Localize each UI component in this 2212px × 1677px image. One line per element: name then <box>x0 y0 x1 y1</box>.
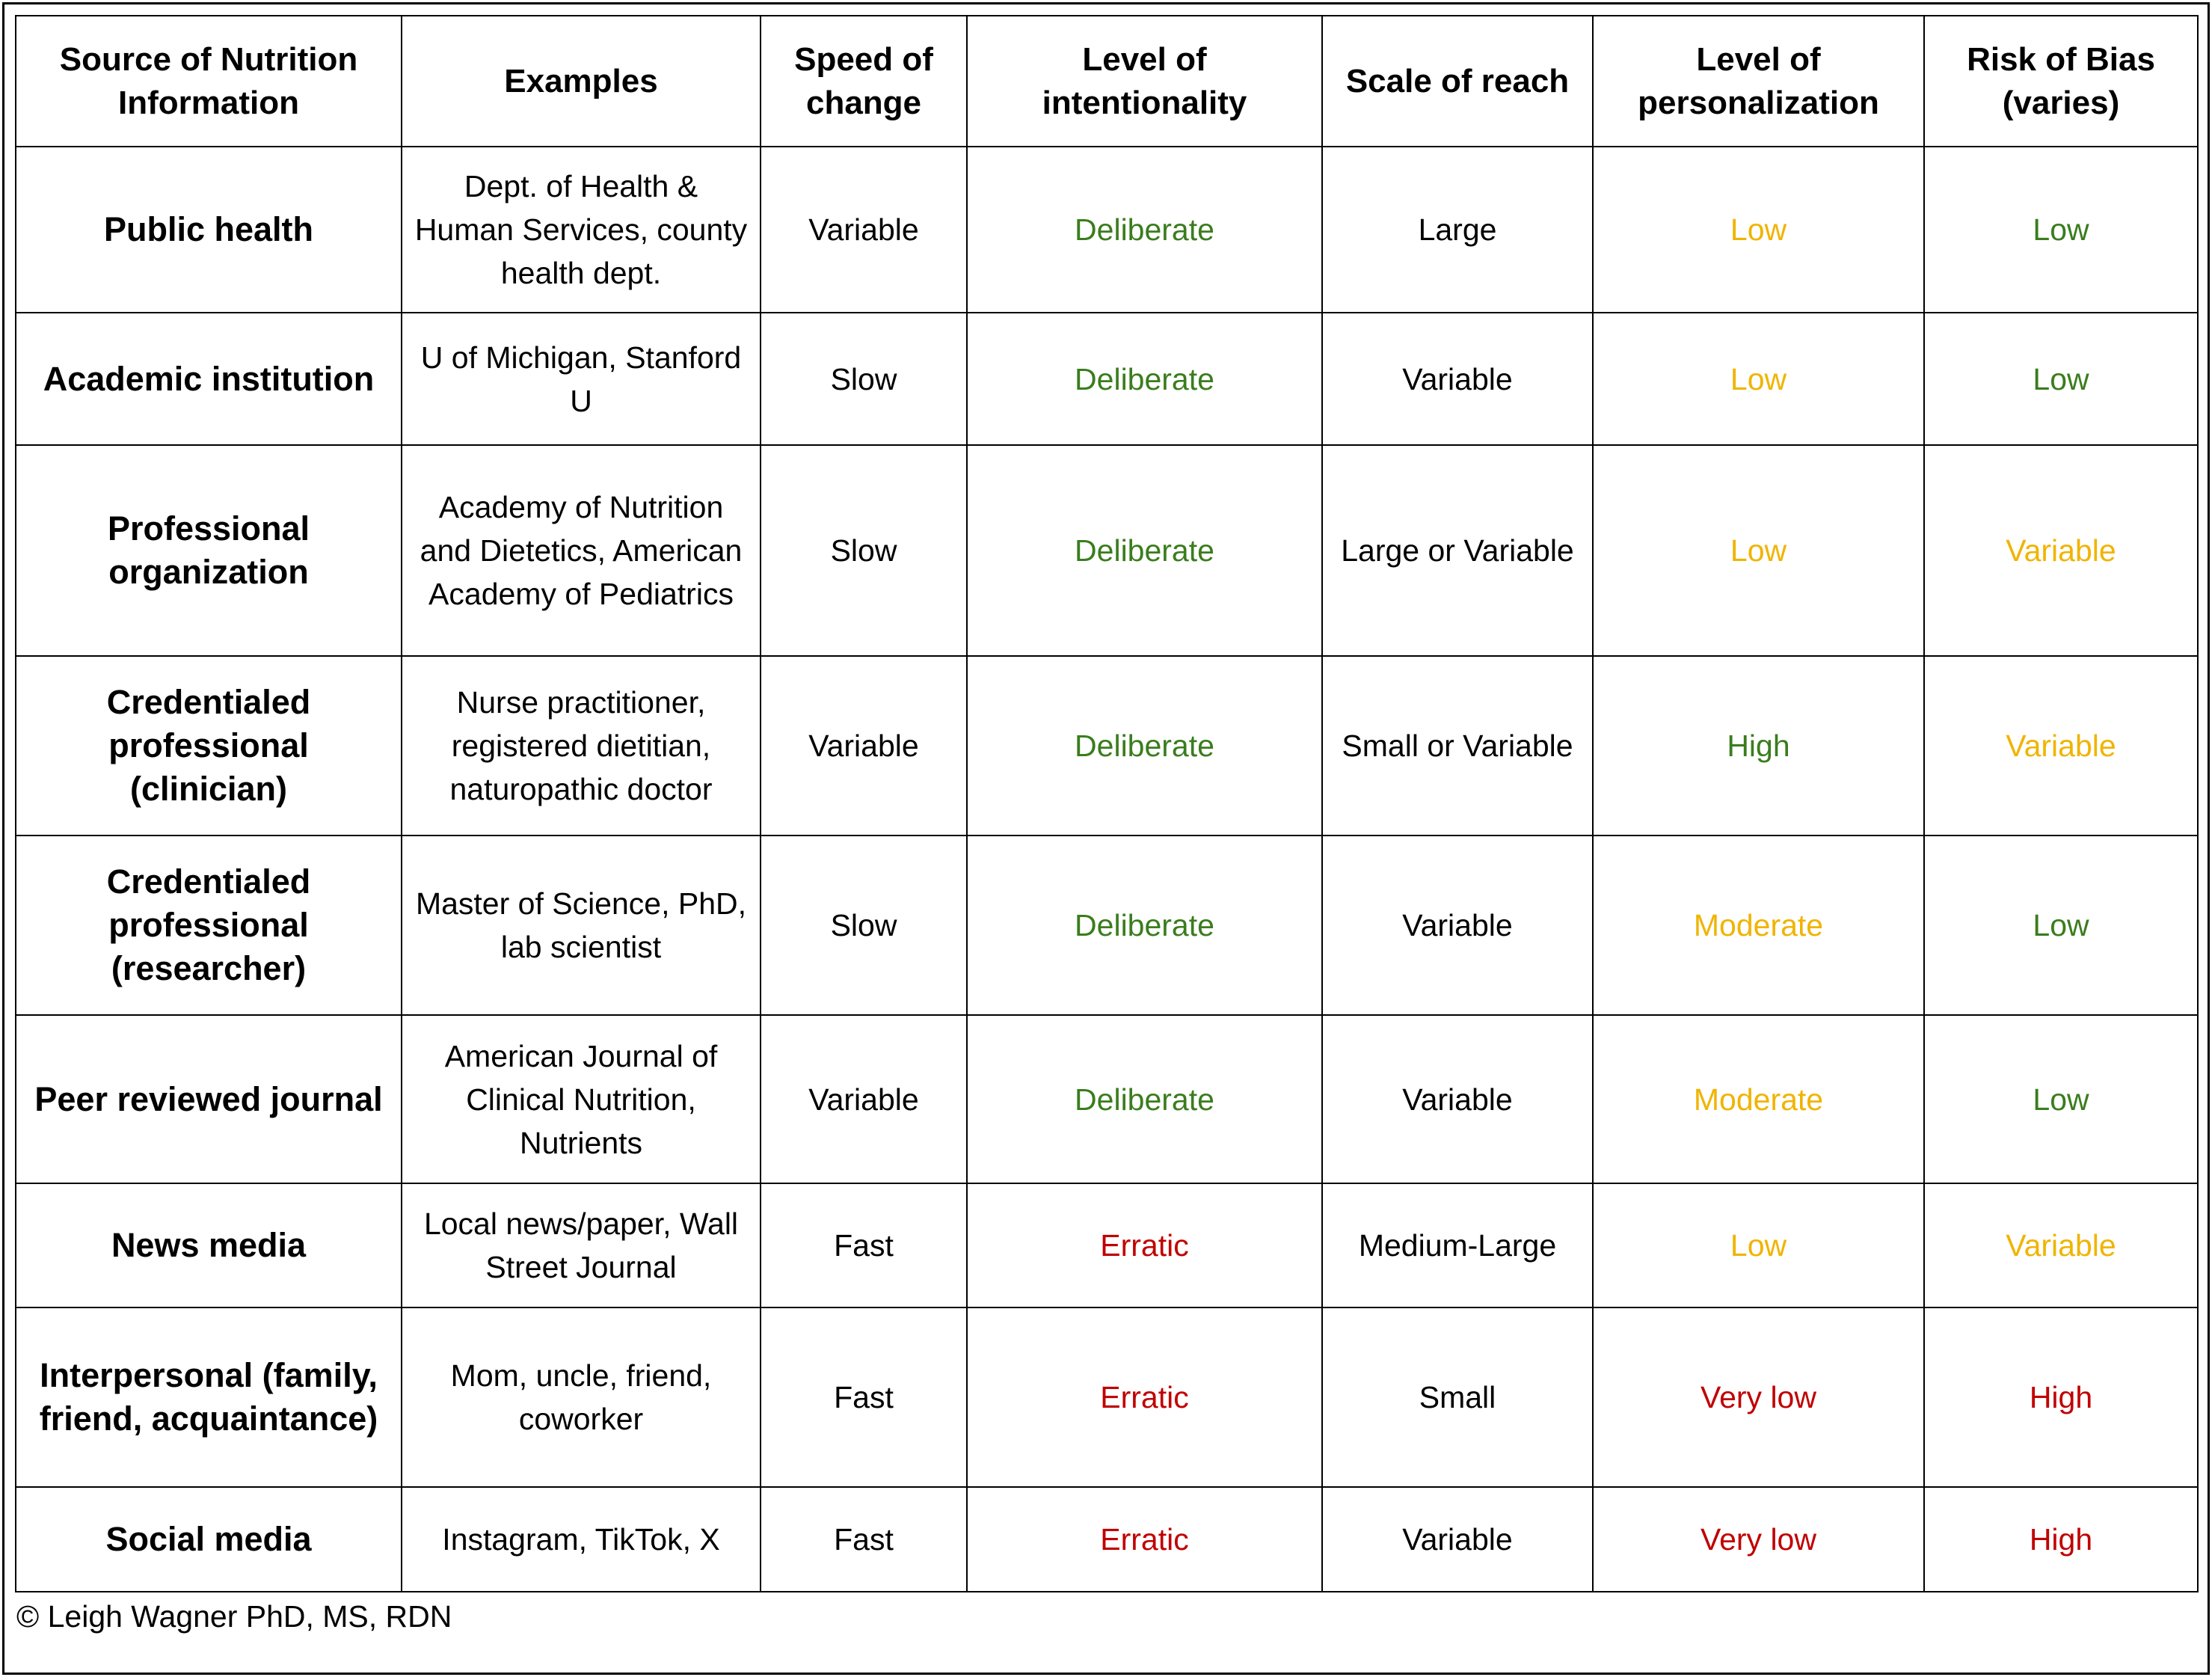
cell-intentionality: Erratic <box>966 1183 1323 1308</box>
table-row: Academic institution U of Michigan, Stanf… <box>15 312 2199 446</box>
cell-examples: American Journal of Clinical Nutrition, … <box>401 1014 761 1184</box>
cell-intentionality: Erratic <box>966 1307 1323 1488</box>
cell-personalization: High <box>1592 655 1925 836</box>
cell-intentionality: Deliberate <box>966 655 1323 836</box>
cell-source: Social media <box>15 1486 402 1592</box>
cell-bias: Variable <box>1923 444 2199 657</box>
cell-reach: Medium-Large <box>1321 1183 1594 1308</box>
cell-reach: Large <box>1321 146 1594 313</box>
cell-source: Interpersonal (family, friend, acquainta… <box>15 1307 402 1488</box>
cell-source: Public health <box>15 146 402 313</box>
cell-bias: Low <box>1923 1014 2199 1184</box>
cell-examples: Mom, uncle, friend, coworker <box>401 1307 761 1488</box>
cell-bias: Low <box>1923 146 2199 313</box>
cell-speed: Fast <box>760 1486 968 1592</box>
copyright-credit: © Leigh Wagner PhD, MS, RDN <box>16 1599 452 1634</box>
header-speed: Speed of change <box>760 15 968 147</box>
cell-examples: Instagram, TikTok, X <box>401 1486 761 1592</box>
table-row: Professional organization Academy of Nutr… <box>15 444 2199 657</box>
table-row: Social media Instagram, TikTok, X Fast Erra… <box>15 1486 2199 1592</box>
cell-source: Professional organization <box>15 444 402 657</box>
cell-personalization: Low <box>1592 146 1925 313</box>
cell-speed: Variable <box>760 655 968 836</box>
table-row: Public health Dept. of Health & Human Ser… <box>15 146 2199 313</box>
cell-speed: Variable <box>760 1014 968 1184</box>
cell-personalization: Low <box>1592 1183 1925 1308</box>
cell-personalization: Low <box>1592 312 1925 446</box>
header-reach: Scale of reach <box>1321 15 1594 147</box>
cell-source: Peer reviewed journal <box>15 1014 402 1184</box>
cell-personalization: Very low <box>1592 1486 1925 1592</box>
cell-intentionality: Deliberate <box>966 312 1323 446</box>
cell-personalization: Moderate <box>1592 1014 1925 1184</box>
header-examples: Examples <box>401 15 761 147</box>
table-row: Interpersonal (family, friend, acquainta… <box>15 1307 2199 1488</box>
cell-source: Credentialed professional (clinician) <box>15 655 402 836</box>
cell-bias: Variable <box>1923 655 2199 836</box>
cell-bias: Low <box>1923 312 2199 446</box>
table-row: News media Local news/paper, Wall Street … <box>15 1183 2199 1308</box>
header-row: Source of Nutrition Information Examples… <box>15 15 2199 147</box>
table-row: Peer reviewed journal American Journal of… <box>15 1014 2199 1184</box>
cell-intentionality: Erratic <box>966 1486 1323 1592</box>
cell-examples: Nurse practitioner, registered dietitian… <box>401 655 761 836</box>
cell-personalization: Very low <box>1592 1307 1925 1488</box>
cell-bias: High <box>1923 1486 2199 1592</box>
cell-speed: Slow <box>760 835 968 1016</box>
table-row: Credentialed professional (clinician) Nur… <box>15 655 2199 836</box>
cell-examples: Master of Science, PhD, lab scientist <box>401 835 761 1016</box>
cell-source: News media <box>15 1183 402 1308</box>
cell-examples: Academy of Nutrition and Dietetics, Amer… <box>401 444 761 657</box>
cell-speed: Fast <box>760 1307 968 1488</box>
cell-examples: Dept. of Health & Human Services, county… <box>401 146 761 313</box>
header-source: Source of Nutrition Information <box>15 15 402 147</box>
cell-intentionality: Deliberate <box>966 444 1323 657</box>
header-bias: Risk of Bias (varies) <box>1923 15 2199 147</box>
cell-reach: Variable <box>1321 835 1594 1016</box>
cell-reach: Variable <box>1321 1014 1594 1184</box>
cell-personalization: Moderate <box>1592 835 1925 1016</box>
cell-examples: Local news/paper, Wall Street Journal <box>401 1183 761 1308</box>
cell-bias: High <box>1923 1307 2199 1488</box>
nutrition-source-table: Source of Nutrition Information Examples… <box>15 15 2199 1592</box>
cell-bias: Low <box>1923 835 2199 1016</box>
cell-intentionality: Deliberate <box>966 146 1323 313</box>
cell-reach: Variable <box>1321 312 1594 446</box>
table-row: Credentialed professional (researcher) Ma… <box>15 835 2199 1016</box>
cell-speed: Fast <box>760 1183 968 1308</box>
cell-reach: Small <box>1321 1307 1594 1488</box>
cell-intentionality: Deliberate <box>966 1014 1323 1184</box>
cell-reach: Small or Variable <box>1321 655 1594 836</box>
cell-reach: Variable <box>1321 1486 1594 1592</box>
cell-speed: Slow <box>760 444 968 657</box>
cell-speed: Variable <box>760 146 968 313</box>
cell-source: Credentialed professional (researcher) <box>15 835 402 1016</box>
cell-personalization: Low <box>1592 444 1925 657</box>
cell-speed: Slow <box>760 312 968 446</box>
header-intentionality: Level of intentionality <box>966 15 1323 147</box>
cell-reach: Large or Variable <box>1321 444 1594 657</box>
header-personalization: Level of personalization <box>1592 15 1925 147</box>
cell-bias: Variable <box>1923 1183 2199 1308</box>
cell-examples: U of Michigan, Stanford U <box>401 312 761 446</box>
cell-source: Academic institution <box>15 312 402 446</box>
cell-intentionality: Deliberate <box>966 835 1323 1016</box>
